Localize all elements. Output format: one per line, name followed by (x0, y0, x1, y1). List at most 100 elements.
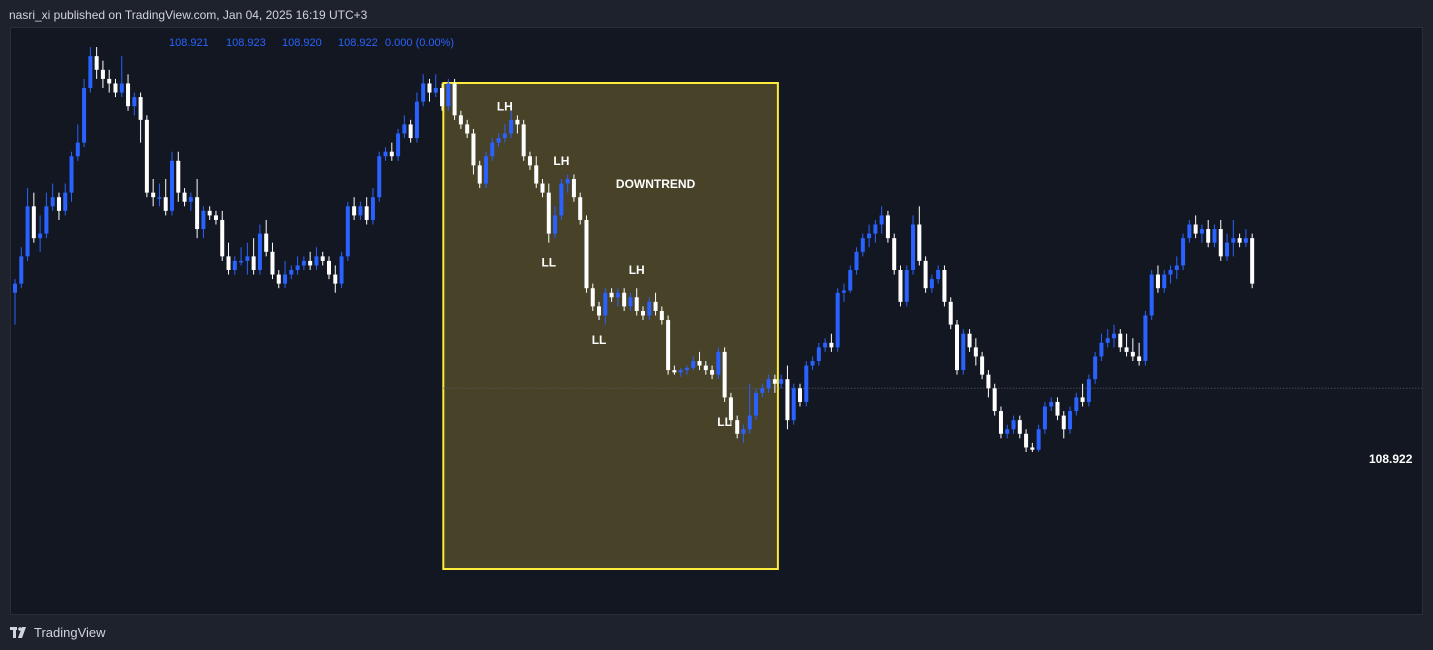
candle[interactable] (119, 56, 124, 98)
candle[interactable] (1074, 392, 1079, 416)
candle[interactable] (471, 128, 476, 175)
candle[interactable] (289, 265, 294, 280)
candle[interactable] (226, 242, 231, 275)
candle[interactable] (364, 197, 369, 225)
candle[interactable] (314, 247, 319, 270)
candle[interactable] (283, 260, 288, 289)
candle[interactable] (546, 183, 551, 243)
candle[interactable] (804, 361, 809, 407)
candle[interactable] (747, 383, 752, 434)
candle[interactable] (352, 197, 357, 220)
candle[interactable] (986, 370, 991, 398)
candle[interactable] (1005, 424, 1010, 439)
candle[interactable] (1093, 351, 1098, 384)
candle[interactable] (163, 179, 168, 216)
candle[interactable] (414, 92, 419, 143)
candle[interactable] (484, 151, 488, 189)
candle[interactable] (722, 347, 727, 402)
candle[interactable] (948, 297, 953, 330)
candle[interactable] (1105, 329, 1110, 348)
candle[interactable] (955, 320, 959, 375)
candle[interactable] (634, 288, 639, 316)
candlestick-chart[interactable]: DOWNTREND LH LH LL LH LL LL 108.921 108.923 1… (11, 28, 1422, 614)
candle[interactable] (867, 224, 872, 248)
candle[interactable] (785, 365, 790, 430)
candle[interactable] (1099, 333, 1104, 361)
candle[interactable] (220, 210, 225, 261)
candle[interactable] (138, 92, 143, 143)
candle[interactable] (980, 351, 985, 380)
candle[interactable] (69, 151, 74, 202)
candle[interactable] (1155, 265, 1160, 293)
candle[interactable] (1143, 310, 1148, 366)
candle[interactable] (157, 183, 162, 207)
candle[interactable] (1017, 415, 1022, 439)
candle[interactable] (421, 74, 426, 107)
candle[interactable] (182, 188, 187, 207)
candle[interactable] (823, 338, 828, 352)
candle[interactable] (653, 292, 658, 316)
candle[interactable] (1174, 256, 1179, 280)
candle[interactable] (94, 47, 99, 79)
candle[interactable] (251, 238, 256, 275)
candle[interactable] (1068, 406, 1073, 434)
candle[interactable] (264, 219, 269, 257)
candle[interactable] (377, 151, 382, 202)
candle[interactable] (132, 92, 137, 116)
candle[interactable] (860, 233, 865, 257)
candle[interactable] (904, 265, 909, 307)
candle[interactable] (1168, 265, 1173, 284)
candle[interactable] (754, 388, 759, 421)
candle[interactable] (779, 374, 784, 389)
candle[interactable] (835, 288, 840, 352)
candle[interactable] (791, 383, 796, 425)
candle[interactable] (452, 78, 457, 120)
candle[interactable] (465, 119, 470, 139)
candle[interactable] (402, 115, 407, 139)
candle[interactable] (578, 192, 583, 225)
candle[interactable] (1124, 333, 1129, 357)
candle[interactable] (1011, 415, 1016, 434)
candle[interactable] (1218, 219, 1223, 261)
candle[interactable] (82, 78, 87, 148)
candle[interactable] (1212, 224, 1217, 248)
candle[interactable] (942, 265, 947, 307)
candle[interactable] (245, 242, 250, 275)
candle[interactable] (936, 265, 941, 284)
candle[interactable] (19, 247, 24, 289)
candle[interactable] (1061, 411, 1066, 439)
candle[interactable] (816, 342, 821, 366)
candle[interactable] (1181, 233, 1186, 270)
candle[interactable] (961, 329, 966, 375)
candle[interactable] (213, 210, 218, 225)
candle[interactable] (458, 110, 463, 129)
candle[interactable] (854, 247, 859, 275)
candle[interactable] (1162, 270, 1167, 293)
candle[interactable] (276, 270, 281, 289)
candle[interactable] (201, 206, 206, 239)
candle[interactable] (509, 110, 514, 139)
candle[interactable] (603, 288, 608, 325)
chart-pane[interactable]: DOWNTREND LH LH LL LH LL LL 108.921 108.923 1… (10, 27, 1423, 615)
candle[interactable] (559, 179, 564, 220)
candle[interactable] (1149, 270, 1154, 321)
downtrend-box[interactable] (442, 82, 779, 570)
candle[interactable] (358, 201, 363, 220)
candle[interactable] (151, 179, 156, 207)
candle[interactable] (609, 288, 614, 302)
candle[interactable] (1250, 233, 1255, 289)
candle[interactable] (25, 188, 30, 261)
candle[interactable] (716, 347, 721, 380)
candle[interactable] (1130, 338, 1135, 361)
candle[interactable] (584, 215, 589, 293)
candle[interactable] (1036, 424, 1041, 452)
candle[interactable] (911, 215, 916, 275)
candle[interactable] (810, 356, 815, 371)
candle[interactable] (1118, 329, 1123, 352)
candle[interactable] (1030, 442, 1035, 452)
candle[interactable] (308, 251, 313, 270)
candle[interactable] (107, 69, 112, 93)
candle[interactable] (339, 251, 344, 289)
candle[interactable] (270, 242, 275, 280)
candle[interactable] (63, 183, 68, 216)
